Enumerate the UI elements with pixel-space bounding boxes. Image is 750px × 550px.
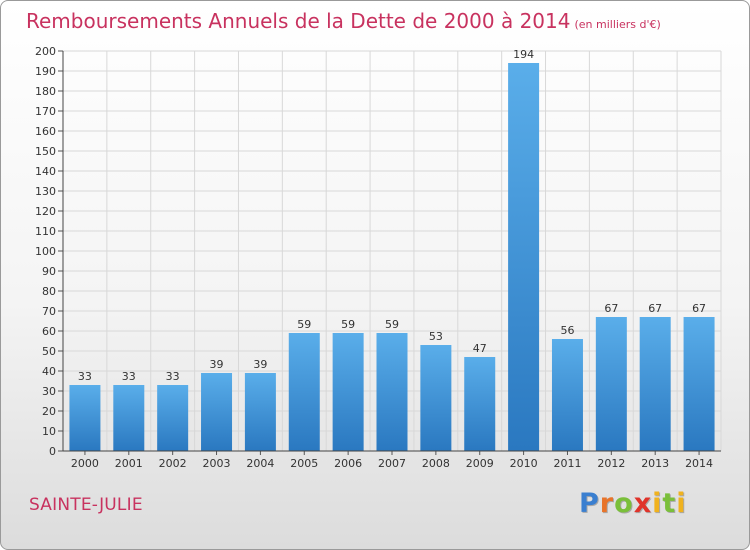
x-tick-label: 2002: [159, 457, 187, 470]
x-tick-label: 2003: [203, 457, 231, 470]
data-label: 194: [513, 48, 534, 61]
bar: [376, 333, 408, 451]
x-tick-label: 2009: [466, 457, 494, 470]
y-tick-label: 130: [35, 185, 56, 198]
data-label: 67: [604, 302, 618, 315]
y-tick-label: 20: [42, 405, 56, 418]
y-tick-label: 140: [35, 165, 56, 178]
bar: [551, 339, 583, 451]
bar: [508, 63, 540, 451]
data-label: 59: [297, 318, 311, 331]
y-tick-label: 180: [35, 85, 56, 98]
y-tick-label: 60: [42, 325, 56, 338]
y-tick-label: 70: [42, 305, 56, 318]
y-tick-label: 40: [42, 365, 56, 378]
x-tick-label: 2001: [115, 457, 143, 470]
y-tick-label: 0: [49, 445, 56, 458]
bar: [639, 317, 671, 451]
x-tick-label: 2014: [685, 457, 713, 470]
bar: [464, 357, 496, 451]
y-tick-label: 190: [35, 65, 56, 78]
data-label: 39: [253, 358, 267, 371]
y-tick-label: 120: [35, 205, 56, 218]
x-tick-label: 2008: [422, 457, 450, 470]
y-tick-label: 30: [42, 385, 56, 398]
y-tick-label: 10: [42, 425, 56, 438]
y-tick-label: 200: [35, 45, 56, 58]
data-label: 67: [648, 302, 662, 315]
y-tick-label: 150: [35, 145, 56, 158]
y-tick-label: 100: [35, 245, 56, 258]
bar: [683, 317, 715, 451]
y-tick-label: 160: [35, 125, 56, 138]
bar: [420, 345, 452, 451]
x-tick-label: 2012: [597, 457, 625, 470]
chart-subtitle: (en milliers d'€): [574, 18, 661, 31]
y-tick-label: 50: [42, 345, 56, 358]
x-tick-label: 2007: [378, 457, 406, 470]
x-tick-label: 2011: [553, 457, 581, 470]
x-tick-label: 2006: [334, 457, 362, 470]
proxiti-logo: Proxiti: [579, 488, 687, 519]
data-label: 59: [341, 318, 355, 331]
data-label: 33: [78, 370, 92, 383]
axes: 0 10 20 30 40 50 60 70 80 90 100 110 120 130 140 150 160…: [35, 45, 721, 470]
x-tick-label: 2013: [641, 457, 669, 470]
x-tick-label: 2010: [510, 457, 538, 470]
data-label: 56: [560, 324, 574, 337]
data-label: 33: [122, 370, 136, 383]
bar: [69, 385, 101, 451]
data-label: 67: [692, 302, 706, 315]
commune-name: SAINTE-JULIE: [29, 495, 143, 515]
y-tick-label: 90: [42, 265, 56, 278]
data-label: 47: [473, 342, 487, 355]
y-tick-label: 80: [42, 285, 56, 298]
chart-title: Remboursements Annuels de la Dette de 20…: [26, 9, 661, 33]
data-label: 53: [429, 330, 443, 343]
y-tick-label: 110: [35, 225, 56, 238]
y-tick-label: 170: [35, 105, 56, 118]
x-tick-label: 2004: [246, 457, 274, 470]
x-tick-label: 2005: [290, 457, 318, 470]
x-tick-label: 2000: [71, 457, 99, 470]
bar: [201, 373, 233, 451]
bar: [332, 333, 364, 451]
data-label: 59: [385, 318, 399, 331]
chart-title-text: Remboursements Annuels de la Dette de 20…: [26, 9, 571, 33]
bar: [157, 385, 189, 451]
bar: [288, 333, 320, 451]
bar: [244, 373, 276, 451]
bar: [113, 385, 145, 451]
data-label: 39: [210, 358, 224, 371]
bars: 33 33 33 39 39 59 59 59 53 47 194 56 67 67 67: [69, 48, 715, 451]
bar: [595, 317, 627, 451]
data-label: 33: [166, 370, 180, 383]
